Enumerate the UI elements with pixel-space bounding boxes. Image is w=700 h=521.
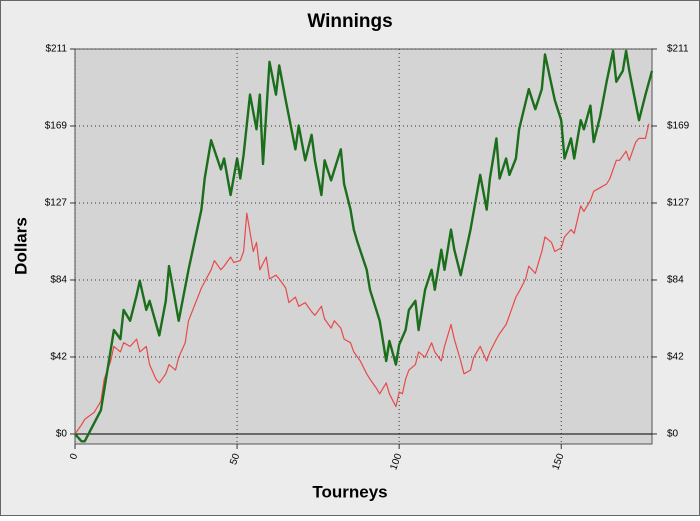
chart-title: Winnings — [307, 11, 392, 32]
y-axis-label: Dollars — [11, 217, 30, 275]
series-line — [74, 123, 650, 435]
y-tick-label: $84 — [50, 275, 67, 286]
y2-tick-label: $127 — [667, 198, 690, 209]
y-tick-label: $0 — [56, 429, 68, 440]
y2-tick-label: $42 — [667, 352, 684, 363]
y-tick-label: $42 — [50, 352, 67, 363]
y2-tick-label: $211 — [667, 44, 689, 55]
series-line — [74, 49, 654, 443]
y-tick-label: $211 — [45, 44, 67, 55]
y2-tick-label: $84 — [667, 275, 684, 286]
y2-tick-label: $169 — [667, 121, 690, 132]
x-axis-label: Tourneys — [312, 482, 387, 501]
y-tick-label: $127 — [45, 198, 68, 209]
y2-tick-label: $0 — [667, 429, 679, 440]
y-tick-label: $169 — [45, 121, 68, 132]
plot-area — [74, 48, 653, 445]
x-tick-label: 50 — [228, 452, 242, 467]
x-tick-label: 0 — [68, 452, 80, 461]
